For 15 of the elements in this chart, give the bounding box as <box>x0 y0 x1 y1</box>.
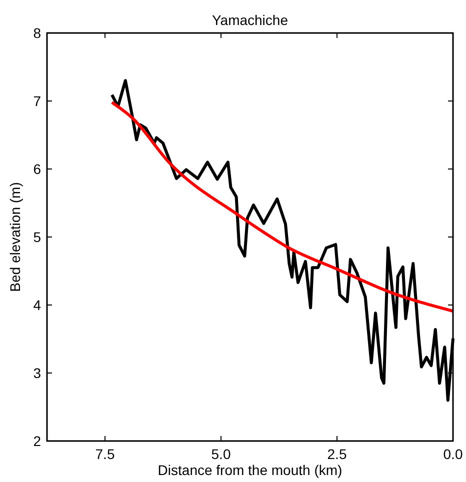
y-tick-label: 7 <box>33 92 42 109</box>
y-tick-label: 8 <box>33 24 42 41</box>
x-tick-label: 2.5 <box>327 446 347 462</box>
x-tick-label: 7.5 <box>95 446 115 462</box>
x-tick-label: 5.0 <box>211 446 231 462</box>
y-tick-label: 4 <box>33 296 42 313</box>
y-axis-title: Bed elevation (m) <box>7 182 23 292</box>
x-tick-label: 0.0 <box>443 446 463 462</box>
y-tick-label: 2 <box>33 432 42 449</box>
y-tick-label: 3 <box>33 364 42 381</box>
line-series <box>110 100 454 313</box>
chart-title: Yamachiche <box>212 12 288 28</box>
y-tick-label: 6 <box>33 160 42 177</box>
y-tick-label: 5 <box>33 228 42 245</box>
x-axis-title: Distance from the mouth (km) <box>158 462 342 478</box>
